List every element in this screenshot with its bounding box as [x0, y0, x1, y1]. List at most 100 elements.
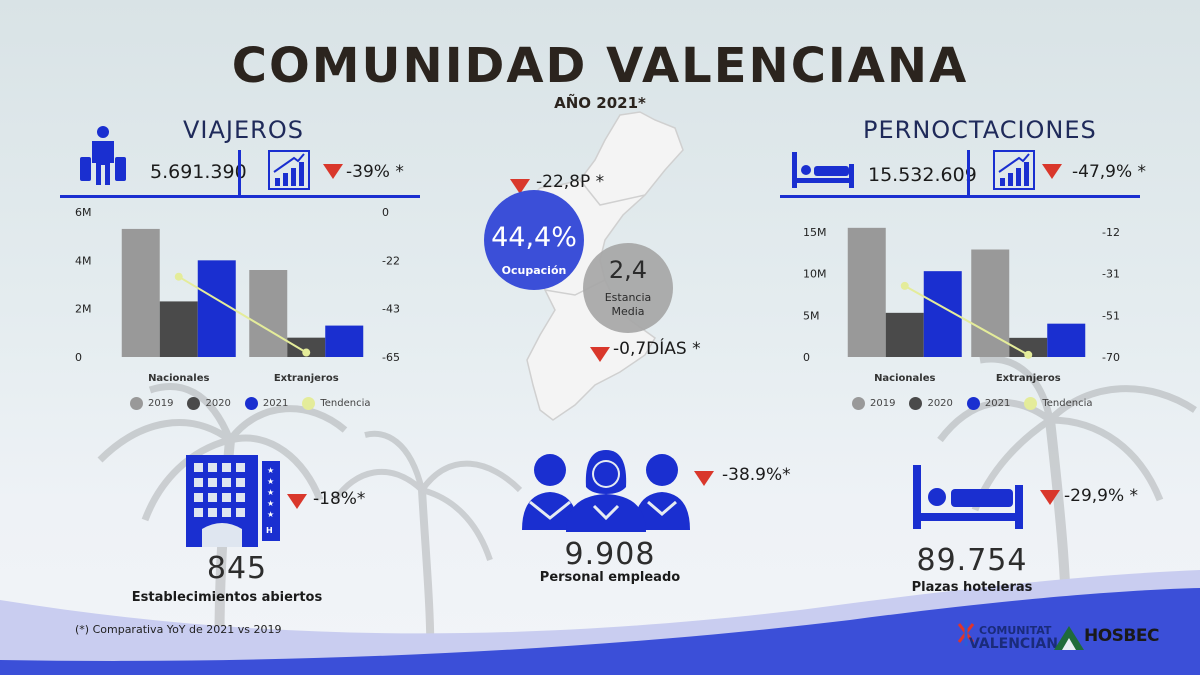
plazas-value: 89.754: [916, 543, 1028, 578]
x-axis-category-label: Extranjeros: [996, 373, 1061, 384]
bar-2021-nacionales: [197, 260, 236, 357]
estancia-value: 2,4: [608, 256, 648, 284]
legend-item-2021: 2021: [966, 397, 1010, 410]
viajeros-chart: 6M 4M 2M 0 0 -22 -43 -65 Nacionales Extranjeros: [75, 206, 400, 384]
svg-text:★: ★: [267, 477, 274, 486]
viajeros-underline: [60, 195, 420, 198]
pernoctaciones-chart: 15M 10M 5M 0 -12 -31 -51 -70 Nacionales Extranjer…: [803, 226, 1120, 384]
x-axis-category-label: Extranjeros: [274, 373, 339, 384]
trend-line: [904, 285, 1029, 356]
personal-label: Personal empleado: [539, 570, 681, 585]
y-axis-tick-label: 6M: [75, 206, 92, 219]
cv-logo-line2: VALENCIANA: [969, 636, 1069, 652]
y-axis-tick-label: 0: [75, 351, 82, 364]
bar-2021-extranjeros: [325, 325, 364, 357]
pernoctaciones-legend: 2019 2020 2021 Tendencia: [852, 397, 1101, 410]
trend-point: [174, 272, 183, 281]
y-axis-tick-label: 15M: [803, 226, 827, 239]
bar-2019-extranjeros: [971, 249, 1010, 357]
personal-value: 9.908: [564, 537, 656, 572]
ocupacion-value: 44,4%: [491, 222, 577, 253]
y-axis-tick-label: 2M: [75, 303, 92, 316]
legend-item-2020: 2020: [909, 397, 953, 410]
pernoctaciones-divider: [967, 150, 970, 196]
y-axis-tick-label: 5M: [803, 309, 820, 322]
bar-2019-extranjeros: [249, 270, 288, 357]
bottom-wave: [0, 570, 1200, 675]
estancia-change: -0,7DÍAS *: [613, 339, 701, 359]
plazas-change: -29,9% *: [1064, 486, 1139, 506]
ocupacion-label: Ocupación: [501, 264, 567, 277]
bar-2020-nacionales: [885, 312, 924, 357]
bar-2021-extranjeros: [1047, 323, 1086, 357]
down-arrow-icon: [694, 471, 714, 486]
svg-text:H: H: [266, 526, 273, 535]
legend-item-2021: 2021: [244, 397, 288, 410]
x-axis-category-label: Nacionales: [148, 373, 209, 384]
y2-axis-tick-label: -65: [382, 351, 400, 364]
personal-change: -38.9%*: [722, 465, 791, 485]
cv-logo-line1: COMUNITAT: [979, 624, 1052, 637]
pernoctaciones-change: -47,9% *: [1072, 162, 1147, 182]
bed-icon: [913, 465, 1023, 529]
viajeros-total: 5.691.390: [150, 161, 247, 183]
down-arrow-icon: [323, 164, 343, 179]
traveler-luggage-icon: [80, 126, 126, 185]
pernoctaciones-total: 15.532.609: [868, 164, 977, 186]
people-group-icon: [522, 450, 690, 532]
svg-text:★: ★: [267, 499, 274, 508]
x-axis-category-label: Nacionales: [874, 373, 935, 384]
bar-2020-extranjeros: [1009, 337, 1048, 357]
viajeros-divider: [238, 150, 241, 196]
pernoctaciones-underline: [780, 195, 1140, 198]
plazas-label: Plazas hoteleras: [911, 580, 1033, 595]
estancia-label-2: Media: [611, 305, 645, 318]
growth-chart-icon: [993, 150, 1035, 190]
svg-text:★: ★: [267, 510, 274, 519]
y-axis-tick-label: 10M: [803, 268, 827, 281]
trend-point: [302, 348, 311, 357]
growth-chart-icon: [268, 150, 310, 190]
down-arrow-icon: [1040, 490, 1060, 505]
trend-point: [1024, 350, 1033, 359]
establecimientos-value: 845: [206, 551, 268, 586]
hotel-building-icon: ★ ★ ★ ★ ★ H: [186, 455, 280, 547]
trend-line: [178, 275, 307, 354]
y2-axis-tick-label: -43: [382, 303, 400, 316]
bar-2020-extranjeros: [287, 337, 326, 357]
footnote: (*) Comparativa YoY de 2021 vs 2019: [75, 623, 282, 636]
y2-axis-tick-label: -31: [1102, 268, 1120, 281]
bar-2019-nacionales: [121, 228, 160, 357]
estancia-circle: [583, 243, 673, 333]
establecimientos-label: Establecimientos abiertos: [131, 590, 323, 605]
svg-text:★: ★: [267, 466, 274, 475]
legend-item-2020: 2020: [187, 397, 231, 410]
bar-2020-nacionales: [159, 301, 198, 357]
legend-item-tendencia: Tendencia: [1024, 397, 1093, 410]
y2-axis-tick-label: -22: [382, 254, 400, 267]
page-subtitle: AÑO 2021*: [554, 94, 646, 112]
estancia-label-1: Estancia: [604, 291, 652, 304]
y2-axis-tick-label: -12: [1102, 226, 1120, 239]
legend-item-tendencia: Tendencia: [302, 397, 371, 410]
svg-text:★: ★: [267, 488, 274, 497]
legend-item-2019: 2019: [130, 397, 173, 410]
bar-2019-nacionales: [847, 227, 886, 357]
down-arrow-icon: [590, 347, 610, 362]
legend-item-2019: 2019: [852, 397, 895, 410]
y-axis-tick-label: 0: [803, 351, 810, 364]
viajeros-change: -39% *: [346, 162, 404, 182]
pernoctaciones-title: PERNOCTACIONES: [863, 116, 1097, 144]
cv-logo-icon: [957, 620, 975, 646]
hosbec-logo: HOSBEC: [1084, 626, 1159, 646]
trend-point: [900, 281, 909, 290]
viajeros-title: VIAJEROS: [183, 116, 304, 144]
y2-axis-tick-label: 0: [382, 206, 389, 219]
y2-axis-tick-label: -70: [1102, 351, 1120, 364]
ocupacion-change: -22,8P *: [536, 172, 605, 192]
y-axis-tick-label: 4M: [75, 254, 92, 267]
hosbec-logo-icon: [1054, 626, 1084, 650]
viajeros-legend: 2019 2020 2021 Tendencia: [130, 397, 379, 410]
down-arrow-icon: [287, 494, 307, 509]
page-title: COMUNIDAD VALENCIANA: [231, 38, 969, 94]
